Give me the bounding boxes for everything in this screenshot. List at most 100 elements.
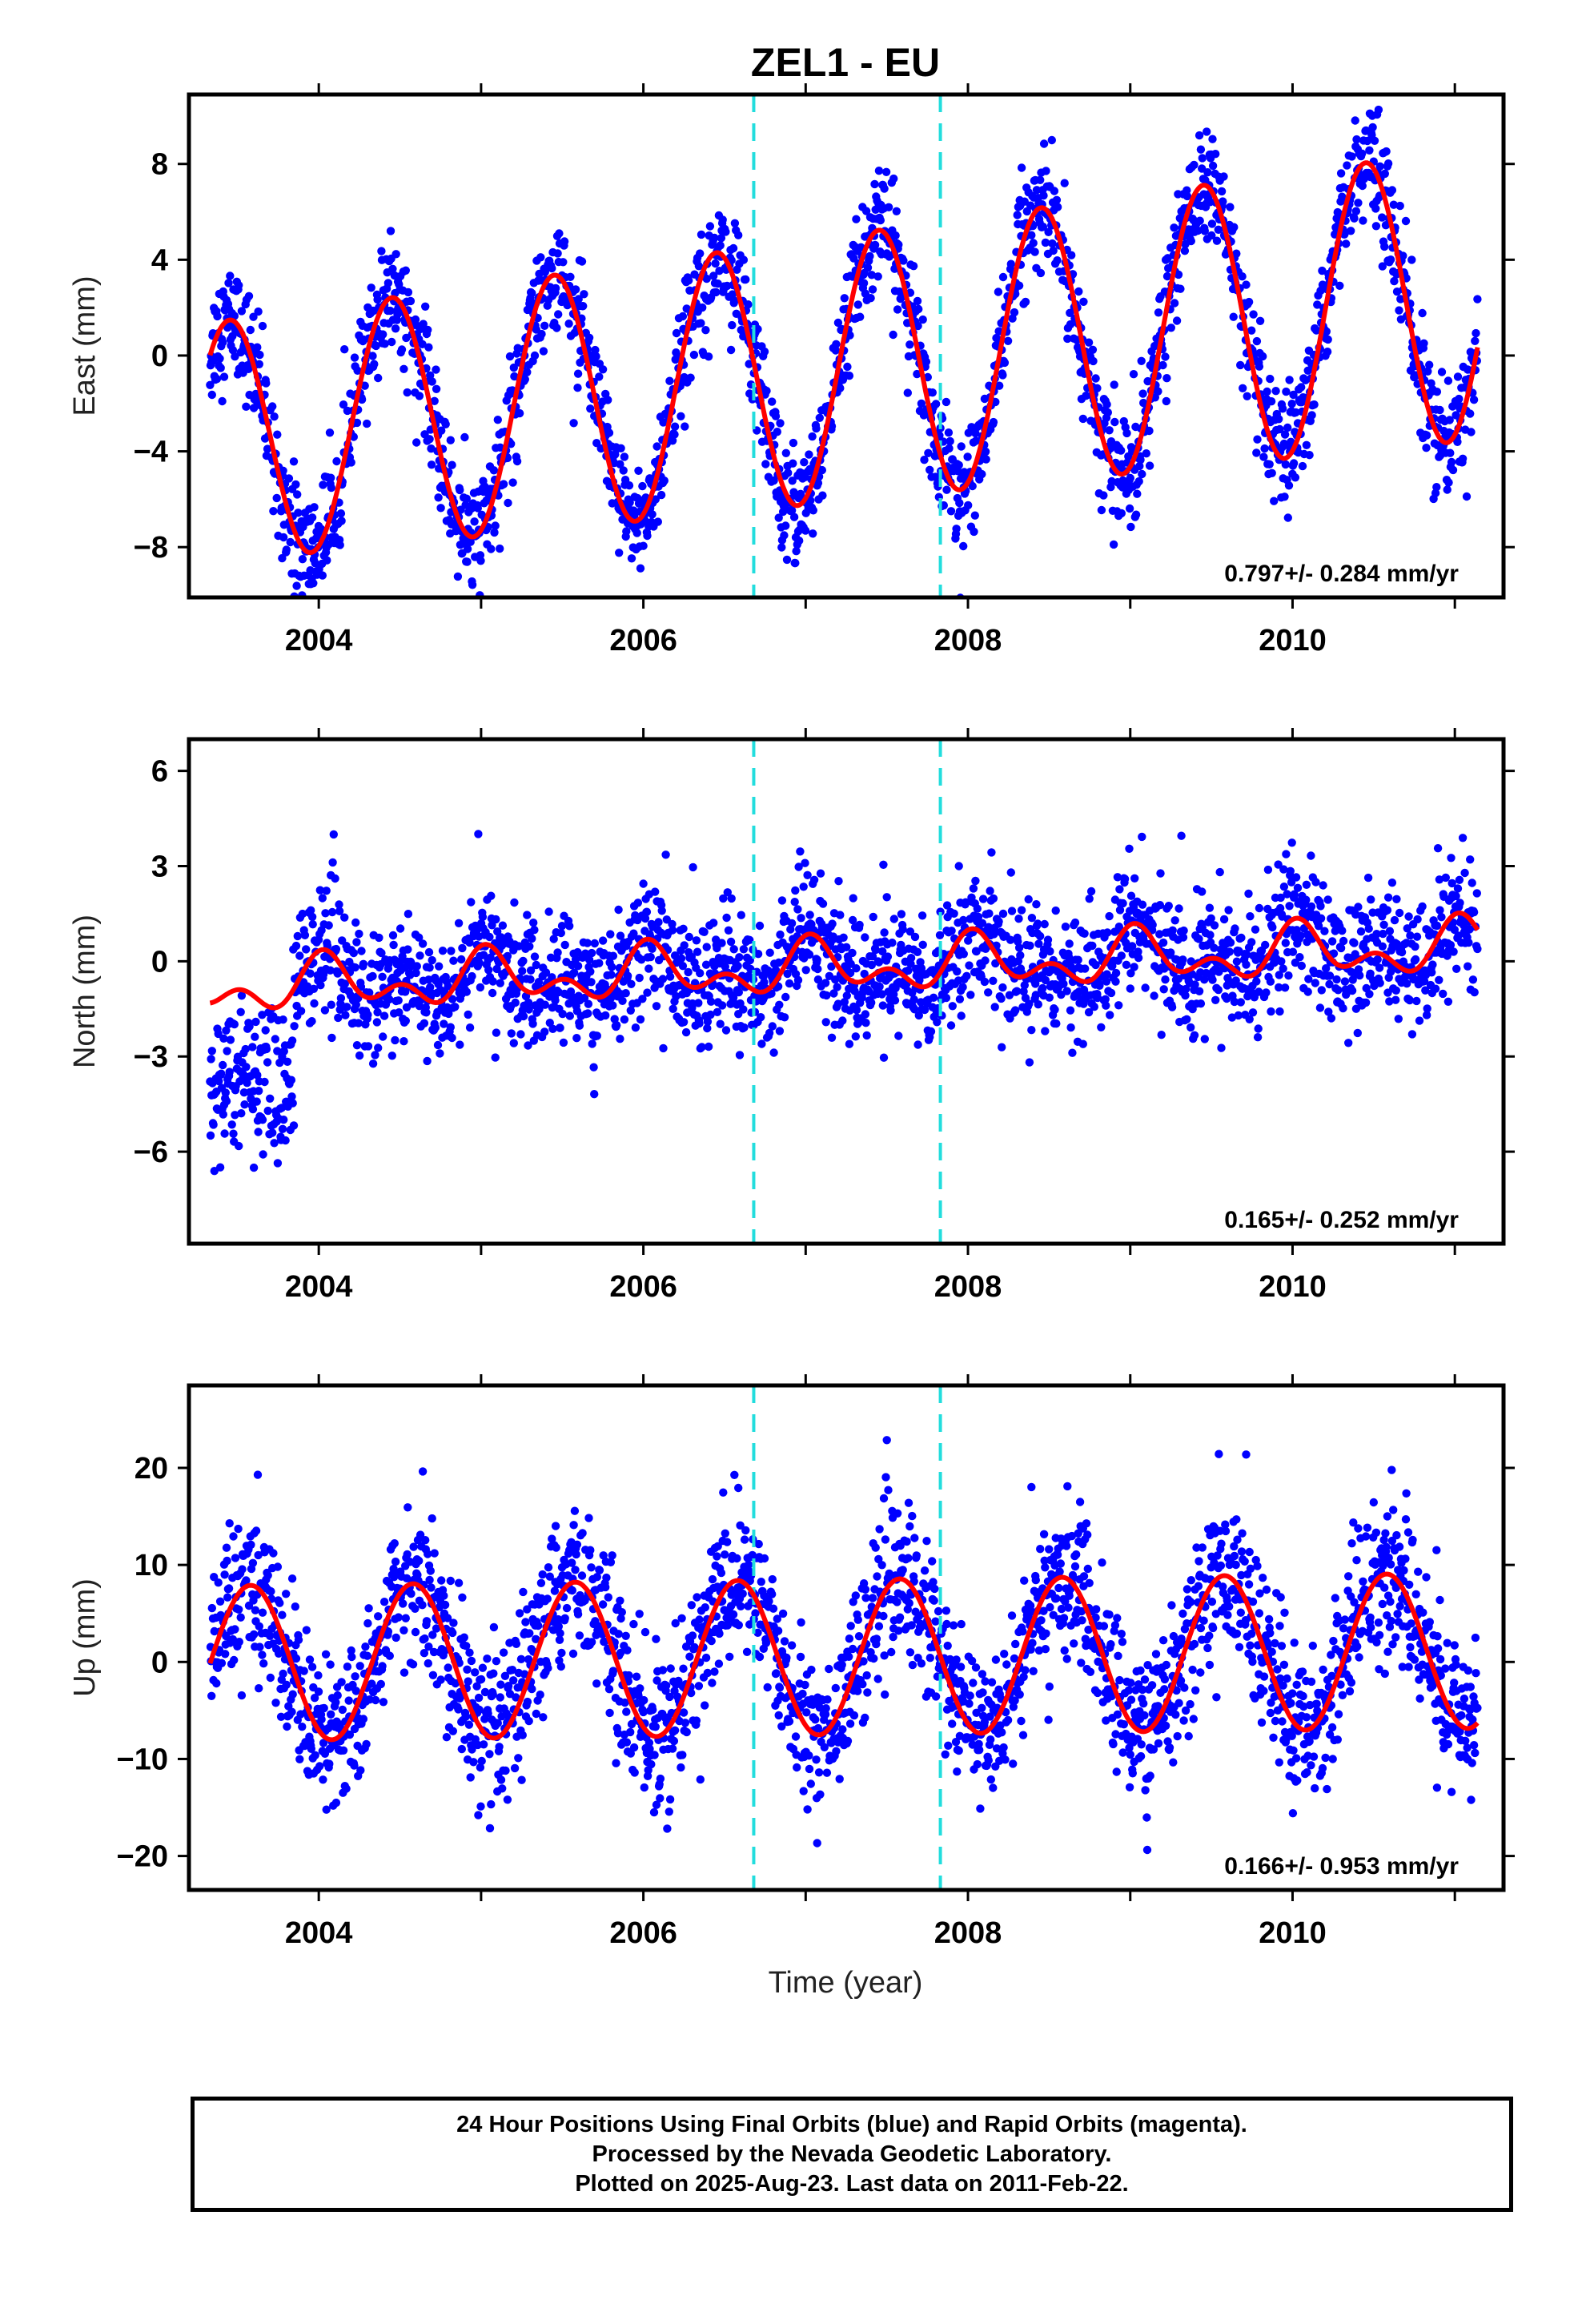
north-data-point	[614, 905, 623, 915]
east-data-point	[1030, 247, 1039, 256]
east-data-point	[717, 234, 726, 243]
east-data-point	[1310, 400, 1319, 409]
east-data-point	[1226, 203, 1235, 211]
east-data-point	[917, 399, 926, 408]
east-data-point	[242, 402, 251, 411]
north-data-point	[1178, 955, 1187, 964]
north-data-point	[540, 1027, 549, 1036]
north-data-point	[1361, 945, 1370, 955]
north-data-point	[1114, 1001, 1123, 1010]
north-data-point	[308, 920, 317, 929]
north-data-point	[1093, 993, 1102, 1003]
north-data-point	[525, 942, 534, 951]
north-data-point	[1329, 949, 1339, 958]
east-ytick-label: 4	[151, 243, 168, 277]
up-data-point	[291, 1602, 299, 1611]
north-data-point	[948, 1002, 958, 1011]
east-data-point	[1347, 152, 1356, 161]
up-data-point	[331, 1798, 341, 1807]
north-data-point	[1391, 986, 1401, 995]
east-data-point	[670, 422, 680, 431]
north-data-point	[888, 939, 897, 947]
north-data-point	[1198, 887, 1207, 896]
north-data-point	[1148, 920, 1157, 930]
north-data-point	[464, 1010, 472, 1019]
east-data-point	[491, 521, 500, 530]
east-data-point	[559, 258, 568, 267]
north-data-point	[1134, 953, 1143, 963]
east-data-point	[462, 494, 471, 503]
north-data-point	[1303, 987, 1312, 996]
north-data-point	[942, 901, 952, 910]
east-data-point	[1343, 161, 1351, 170]
north-data-point	[389, 940, 398, 950]
east-data-point	[255, 350, 264, 360]
north-data-point	[351, 1000, 360, 1009]
east-data-point	[1161, 352, 1170, 361]
north-data-point	[1155, 901, 1165, 910]
east-data-point	[1243, 392, 1251, 400]
north-data-point	[1363, 873, 1373, 883]
north-data-point	[889, 915, 899, 923]
east-data-point	[432, 384, 441, 393]
north-data-point	[1200, 975, 1209, 984]
north-data-point	[777, 896, 787, 905]
east-data-point	[1283, 423, 1292, 432]
up-data-point	[234, 1524, 243, 1534]
east-data-point	[651, 495, 660, 504]
north-data-point	[315, 886, 324, 895]
east-data-point	[553, 249, 562, 258]
east-data-point	[1166, 324, 1176, 332]
up-data-point	[282, 1680, 291, 1689]
east-data-point	[1089, 356, 1098, 366]
north-data-point	[799, 883, 808, 891]
east-data-point	[244, 364, 253, 373]
north-data-point	[229, 1129, 238, 1138]
east-data-point	[219, 372, 229, 381]
up-data-point	[235, 1605, 243, 1614]
north-data-point	[492, 964, 501, 974]
north-data-point	[680, 941, 689, 950]
east-data-point	[913, 296, 922, 306]
east-data-point	[817, 465, 826, 475]
east-data-point	[861, 207, 871, 215]
north-data-point	[1279, 883, 1289, 891]
north-data-point	[1095, 981, 1104, 991]
north-data-point	[1164, 902, 1174, 911]
north-data-point	[300, 931, 310, 940]
north-data-point	[1320, 927, 1329, 935]
east-data-point	[653, 517, 662, 526]
north-data-point	[848, 948, 857, 958]
east-data-point	[1378, 213, 1387, 222]
north-data-point	[438, 947, 448, 955]
east-data-point	[294, 509, 303, 517]
north-data-point	[343, 1003, 351, 1011]
north-data-point	[1242, 960, 1251, 969]
north-data-point	[1472, 889, 1482, 898]
east-data-point	[1399, 251, 1407, 260]
north-data-point	[1027, 1026, 1036, 1035]
east-data-point	[656, 490, 666, 500]
north-data-point	[909, 995, 918, 1004]
north-data-point	[340, 913, 349, 922]
north-data-point	[237, 1109, 246, 1118]
north-data-point	[838, 1016, 847, 1025]
north-data-point	[290, 1022, 299, 1031]
east-data-point	[428, 377, 436, 386]
north-data-point	[769, 1048, 778, 1057]
up-data-point	[291, 1654, 301, 1663]
east-data-point	[1088, 345, 1098, 354]
east-data-point	[270, 412, 279, 421]
east-data-point	[463, 557, 472, 566]
north-data-point	[1407, 1030, 1417, 1039]
north-data-point	[1452, 891, 1460, 901]
north-data-point	[316, 981, 325, 990]
east-data-point	[1044, 227, 1053, 236]
east-data-point	[1214, 225, 1223, 234]
north-data-point	[359, 959, 368, 969]
north-data-point	[221, 1088, 230, 1097]
east-data-point	[584, 333, 594, 342]
north-data-point	[363, 1011, 372, 1019]
east-xtick-label: 2004	[285, 624, 353, 657]
east-data-point	[726, 345, 736, 355]
